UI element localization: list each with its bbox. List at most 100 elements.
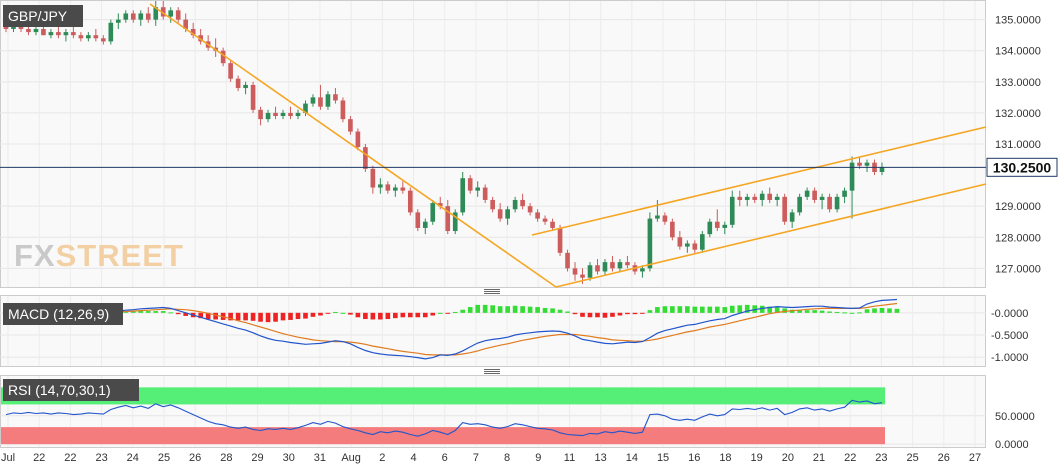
- panel-splitter-handle-2[interactable]: [484, 369, 500, 374]
- date-x-tick: 21: [813, 452, 825, 464]
- svg-text:GBP/JPY: GBP/JPY: [8, 8, 68, 24]
- candle-body: [804, 190, 810, 197]
- date-x-tick: 22: [33, 452, 45, 464]
- candle-body: [670, 221, 675, 238]
- date-x-tick: 30: [283, 452, 295, 464]
- macd-histogram-bar: [138, 311, 144, 313]
- candle-body: [445, 206, 451, 232]
- macd-histogram-bar: [370, 312, 376, 320]
- candle-body: [655, 215, 660, 219]
- panel-splitter-handle-1[interactable]: [484, 289, 500, 294]
- candle-body: [318, 97, 323, 107]
- candle-body: [370, 168, 376, 188]
- macd-histogram-bar: [355, 312, 361, 318]
- candle-body: [400, 187, 406, 191]
- date-x-tick: Aug: [341, 452, 361, 464]
- candle-body: [258, 109, 263, 120]
- macd-y-tick: -1.0000: [991, 352, 1028, 364]
- date-x-tick: 24: [127, 452, 139, 464]
- candle-body: [160, 7, 166, 17]
- date-x-tick: 9: [535, 452, 541, 464]
- rsi-overbought-band: [1, 387, 885, 405]
- candle-body: [580, 274, 585, 278]
- macd-histogram-bar: [685, 306, 690, 313]
- candle-body: [48, 32, 54, 36]
- macd-histogram-bar: [610, 312, 615, 317]
- macd-histogram-bar: [872, 308, 877, 313]
- date-x-tick: 7: [473, 452, 479, 464]
- macd-histogram-bar: [318, 312, 323, 316]
- macd-histogram-bar: [475, 304, 481, 313]
- macd-histogram-bar: [452, 311, 458, 313]
- macd-histogram-bar: [265, 312, 271, 323]
- candle-body: [535, 212, 540, 219]
- candle-body: [71, 32, 76, 36]
- candle-body: [86, 35, 91, 39]
- macd-histogram-bar: [744, 304, 750, 313]
- macd-histogram-bar: [288, 312, 293, 320]
- candle-body: [303, 103, 308, 113]
- macd-histogram-bar: [160, 311, 166, 313]
- candle-body: [378, 184, 383, 188]
- candle-body: [467, 178, 473, 191]
- macd-histogram-bar: [460, 309, 466, 313]
- candle-body: [744, 196, 750, 200]
- candle-body: [78, 35, 84, 39]
- candle-body: [505, 209, 510, 219]
- candle-body: [393, 187, 398, 191]
- macd-histogram-bar: [827, 311, 832, 313]
- macd-histogram-bar: [602, 312, 608, 318]
- macd-histogram-bar: [647, 310, 653, 313]
- candle-body: [602, 262, 608, 272]
- macd-histogram-bar: [273, 312, 278, 322]
- macd-histogram-bar: [363, 312, 368, 320]
- candle-body: [527, 206, 533, 213]
- date-x-axis: Jul 22 22 23 24 25 26 28 29 30 31 Aug 2 4 6 7 8 9 11 13 14 15…: [1, 452, 981, 464]
- candle-body: [707, 221, 713, 235]
- macd-histogram-bar: [520, 306, 525, 313]
- date-x-tick: 29: [251, 452, 263, 464]
- date-x-tick: 25: [158, 452, 170, 464]
- candle-body: [430, 203, 436, 222]
- macd-histogram-bar: [714, 306, 720, 313]
- svg-text:MACD (12,26,9): MACD (12,26,9): [8, 306, 109, 322]
- candle-body: [482, 187, 488, 200]
- macd-tag: MACD (12,26,9): [3, 303, 123, 325]
- candle-body: [722, 224, 728, 228]
- macd-histogram-bar: [587, 312, 593, 318]
- candle-body: [183, 19, 189, 29]
- macd-histogram-bar: [437, 312, 443, 314]
- candle-body: [490, 199, 495, 210]
- candle-body: [295, 112, 301, 117]
- date-x-tick: 26: [938, 452, 950, 464]
- macd-histogram-bar: [857, 312, 862, 314]
- candle-body: [842, 190, 847, 197]
- candle-body: [220, 50, 226, 64]
- macd-histogram-bar: [662, 306, 668, 313]
- rsi-tag: RSI (14,70,30,1): [3, 379, 139, 401]
- candle-body: [625, 262, 630, 266]
- rsi-line: [5, 399, 883, 437]
- candle-body: [587, 265, 593, 278]
- macd-histogram-bar: [864, 309, 870, 313]
- macd-histogram-bar: [595, 312, 600, 318]
- macd-histogram-bar: [415, 312, 421, 318]
- candle-body: [355, 131, 361, 148]
- candle-body: [662, 215, 668, 222]
- price-y-tick: 134.0000: [995, 46, 1041, 58]
- macd-histogram-bar: [894, 308, 900, 313]
- macd-histogram-bar: [535, 307, 540, 313]
- macd-histogram-bar: [819, 310, 825, 313]
- candle-body: [33, 28, 39, 33]
- macd-histogram-bar: [497, 306, 503, 313]
- channel-lower-line: [555, 183, 987, 288]
- candle-body: [565, 252, 570, 269]
- macd-histogram-bar: [655, 307, 660, 313]
- candle-body: [250, 84, 256, 110]
- candle-body: [168, 10, 174, 17]
- macd-histogram-bar: [243, 312, 248, 321]
- macd-histogram-bar: [632, 312, 638, 315]
- macd-histogram-bar: [333, 311, 338, 313]
- macd-histogram-bar: [842, 312, 847, 314]
- price-y-tick: 132.0000: [995, 108, 1041, 120]
